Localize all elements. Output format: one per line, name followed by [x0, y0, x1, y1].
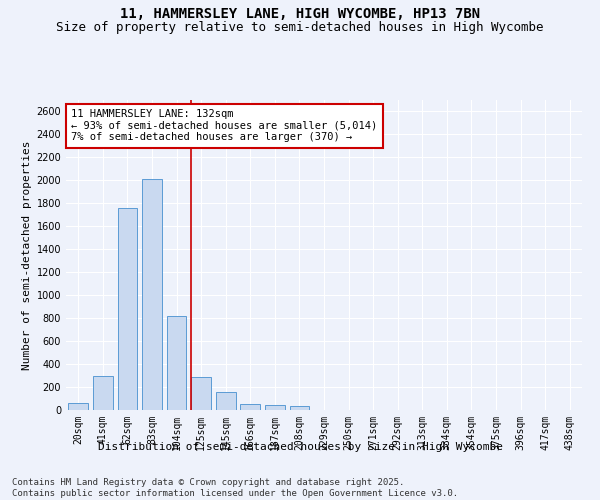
Text: Distribution of semi-detached houses by size in High Wycombe: Distribution of semi-detached houses by … [97, 442, 503, 452]
Text: Contains HM Land Registry data © Crown copyright and database right 2025.
Contai: Contains HM Land Registry data © Crown c… [12, 478, 458, 498]
Bar [216, 392, 236, 410]
Y-axis label: Number of semi-detached properties: Number of semi-detached properties [22, 140, 32, 370]
Bar [241, 404, 260, 410]
Text: Size of property relative to semi-detached houses in High Wycombe: Size of property relative to semi-detach… [56, 21, 544, 34]
Bar [93, 376, 113, 410]
Bar [118, 208, 137, 410]
Text: 11, HAMMERSLEY LANE, HIGH WYCOMBE, HP13 7BN: 11, HAMMERSLEY LANE, HIGH WYCOMBE, HP13 … [120, 8, 480, 22]
Text: 11 HAMMERSLEY LANE: 132sqm
← 93% of semi-detached houses are smaller (5,014)
7% : 11 HAMMERSLEY LANE: 132sqm ← 93% of semi… [71, 110, 377, 142]
Bar [167, 316, 187, 410]
Bar [265, 405, 284, 410]
Bar [290, 406, 309, 410]
Bar [142, 179, 162, 410]
Bar [191, 376, 211, 410]
Bar [68, 403, 88, 410]
